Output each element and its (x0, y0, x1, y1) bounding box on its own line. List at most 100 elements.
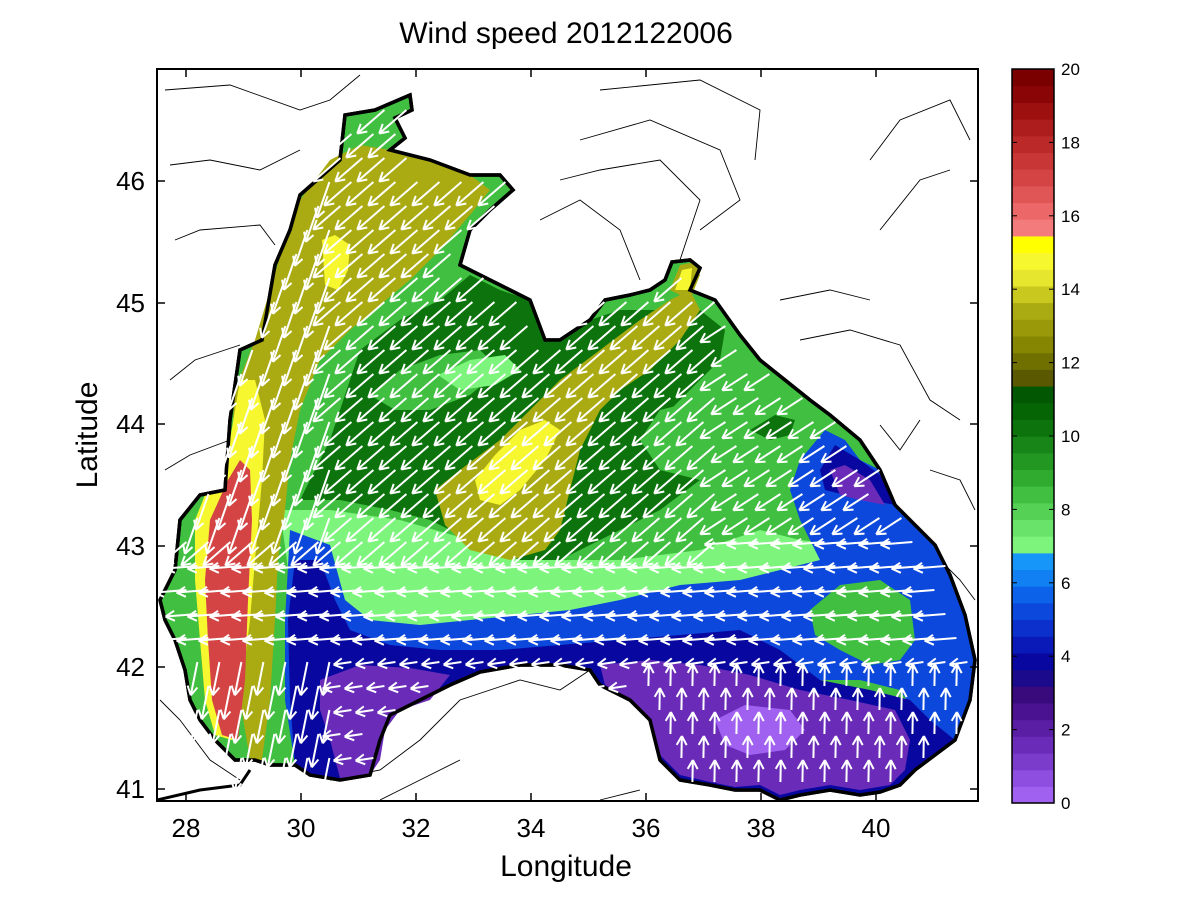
wind-arrow (576, 349, 606, 375)
wind-arrow (400, 541, 430, 567)
wind-arrow (620, 493, 650, 519)
wind-arrow (699, 373, 726, 392)
wind-arrow (721, 469, 748, 488)
wind-arrow (466, 493, 496, 519)
wind-arrow (554, 493, 584, 519)
wind-arrow (219, 733, 232, 768)
wind-arrow (763, 687, 776, 711)
wind-arrow (752, 759, 765, 783)
wind-arrow (345, 325, 375, 351)
wind-arrow (499, 421, 529, 447)
wind-arrow (334, 301, 364, 327)
wind-arrow (732, 493, 759, 512)
wind-arrow (686, 397, 716, 423)
wind-arrow (268, 541, 298, 567)
wind-arrow (531, 657, 550, 670)
wind-arrow (180, 541, 210, 567)
colorbar-swatch (1012, 385, 1054, 404)
wind-arrow (675, 735, 688, 759)
wind-arrow (710, 397, 737, 416)
wind-arrow (263, 733, 276, 768)
wind-arrow (609, 325, 639, 351)
wind-arrow (367, 181, 397, 207)
wind-arrow (653, 469, 683, 495)
wind-arrow (444, 205, 474, 231)
wind-arrow (928, 711, 941, 735)
wind-arrow (873, 687, 886, 711)
wind-arrow (708, 711, 721, 735)
colorbar-swatch (1012, 452, 1054, 470)
wind-arrow (433, 469, 463, 495)
colorbar-tick-label: 6 (1061, 574, 1070, 593)
wind-arrow (798, 445, 825, 464)
wind-arrow (377, 705, 396, 718)
wind-arrow (774, 759, 787, 783)
colorbar-swatch (1012, 202, 1054, 220)
wind-arrow (466, 349, 496, 375)
wind-arrow (466, 397, 496, 423)
colorbar-swatch (1012, 235, 1054, 254)
wind-arrow (322, 729, 341, 742)
wind-arrow (241, 685, 254, 720)
wind-arrow (631, 469, 661, 495)
wind-arrow (608, 681, 627, 694)
wind-arrow (554, 445, 584, 471)
x-tick-label: 38 (747, 813, 776, 843)
wind-vector-field (157, 109, 968, 792)
colorbar-tick-label: 8 (1061, 500, 1070, 519)
colorbar-swatch (1012, 736, 1054, 754)
wind-arrow (587, 373, 617, 399)
wind-arrow (699, 469, 726, 488)
wind-arrow (208, 709, 221, 744)
wind-arrow (510, 349, 540, 375)
wind-arrow (730, 711, 743, 735)
wind-arrow (543, 373, 573, 399)
wind-arrow (565, 325, 595, 351)
wind-arrow (743, 421, 770, 440)
wind-arrow (754, 445, 781, 464)
wind-arrow (197, 685, 210, 720)
colorbar-swatch (1012, 786, 1054, 804)
wind-arrow (334, 445, 364, 471)
colorbar-swatch (1012, 402, 1054, 420)
wind-arrow (664, 301, 694, 327)
speed-16-18-central (475, 420, 560, 505)
wind-arrow (285, 685, 298, 720)
wind-arrow (829, 735, 842, 759)
wind-arrow (263, 685, 276, 720)
wind-arrow (642, 493, 672, 519)
wind-arrow (230, 661, 243, 696)
wind-arrow (901, 586, 935, 598)
colorbar-swatch (1012, 702, 1054, 721)
wind-arrow (356, 349, 386, 375)
colorbar-swatch (1012, 586, 1054, 604)
wind-arrow (400, 349, 430, 375)
colorbar-tick-label: 14 (1061, 280, 1080, 299)
colorbar-swatch (1012, 436, 1054, 454)
wind-arrow (776, 493, 803, 512)
x-tick-label: 34 (517, 813, 546, 843)
wind-arrow (422, 205, 452, 231)
wind-arrow (939, 687, 952, 711)
wind-arrow (642, 541, 672, 567)
wind-arrow (699, 517, 726, 536)
wind-arrow (774, 711, 787, 735)
wind-arrow (664, 445, 694, 471)
wind-arrow (598, 445, 628, 471)
wind-arrow (323, 133, 353, 159)
wind-arrow (488, 541, 518, 567)
wind-arrow (344, 729, 363, 742)
wind-arrow (950, 711, 963, 735)
wind-arrow (433, 229, 463, 255)
wind-arrow (598, 541, 628, 567)
wind-arrow (334, 157, 364, 183)
wind-arrow (532, 349, 562, 375)
wind-arrow (642, 397, 672, 423)
wind-arrow (345, 229, 375, 255)
wind-arrow (400, 205, 430, 231)
wind-arrow (356, 109, 386, 135)
wind-arrow (774, 663, 787, 687)
wind-arrow (686, 445, 716, 471)
wind-arrow (323, 277, 353, 303)
wind-arrow (741, 687, 754, 711)
